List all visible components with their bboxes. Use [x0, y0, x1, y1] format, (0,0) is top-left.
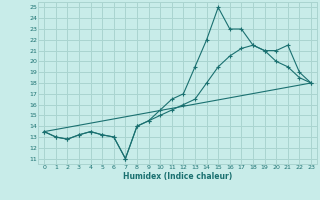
X-axis label: Humidex (Indice chaleur): Humidex (Indice chaleur): [123, 172, 232, 181]
